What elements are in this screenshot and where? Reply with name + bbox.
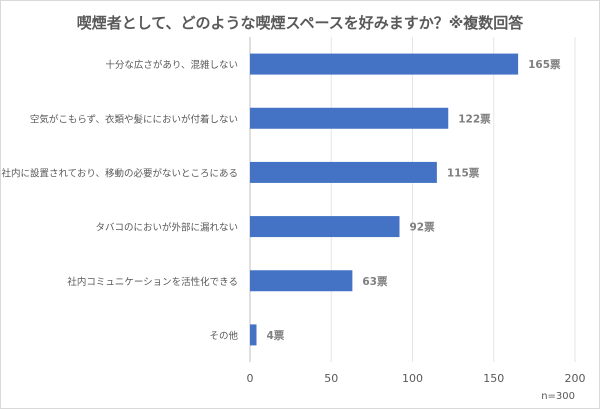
data-label: 115票 <box>447 167 480 179</box>
bar <box>250 216 400 238</box>
bar <box>250 324 257 346</box>
bar <box>250 161 437 183</box>
data-label: 63票 <box>362 276 388 288</box>
x-tick-label: 100 <box>402 372 423 385</box>
x-tick-label: 150 <box>483 372 504 385</box>
x-tick-label: 50 <box>324 372 338 385</box>
bar <box>250 270 353 292</box>
category-label: タバコのにおいが外部に漏れない <box>95 222 238 234</box>
category-label: 社内に設置されており、移動の必要がないところにある <box>1 167 238 179</box>
category-label: 空気がこもらず、衣類や髪ににおいが付着しない <box>30 113 238 125</box>
sample-size-note: n=300 <box>541 391 575 402</box>
data-label: 122票 <box>458 113 491 125</box>
category-label: 十分な広さがあり、混雑しない <box>105 59 238 71</box>
category-label: その他 <box>209 330 238 342</box>
data-label: 165票 <box>528 59 561 71</box>
x-tick-label: 200 <box>565 372 586 385</box>
chart-title: 喫煙者として、どのような喫煙スペースを好みますか？※複数回答 <box>77 14 525 32</box>
bar <box>250 53 519 75</box>
data-label: 4票 <box>267 330 285 342</box>
bar <box>250 107 449 129</box>
x-tick-label: 0 <box>247 372 254 385</box>
category-label: 社内コミュニケーションを活性化できる <box>67 276 238 288</box>
data-label: 92票 <box>410 222 436 234</box>
